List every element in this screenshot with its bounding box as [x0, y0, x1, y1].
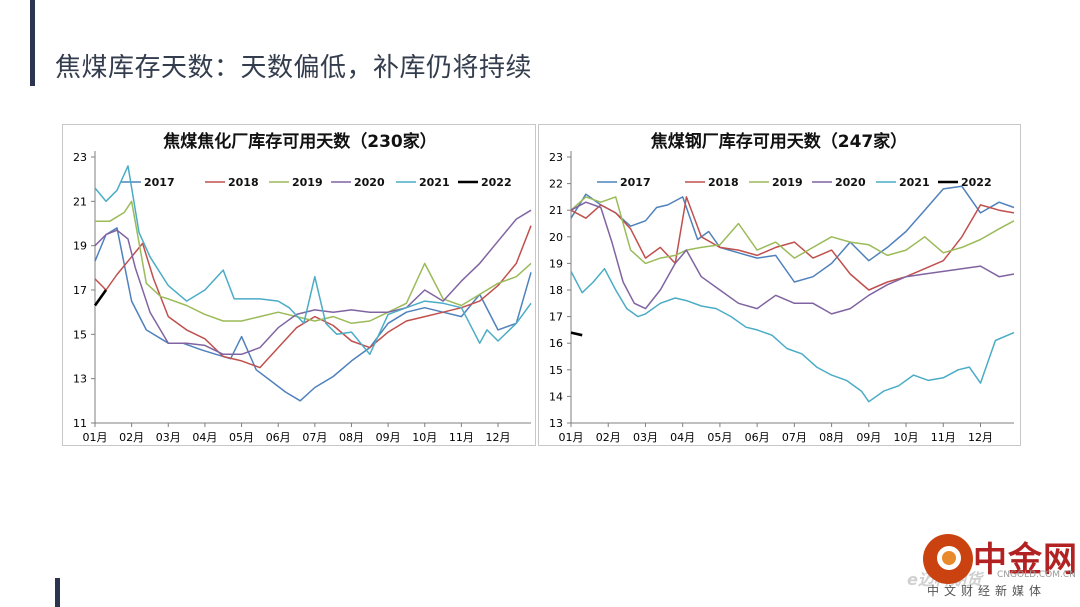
- legend-label-2020: 2020: [835, 176, 866, 189]
- y-tick-label: 19: [549, 257, 563, 270]
- y-tick-label: 17: [73, 284, 87, 297]
- x-tick-label: 12月: [486, 431, 511, 444]
- x-tick-label: 03月: [633, 431, 658, 444]
- x-tick-label: 09月: [856, 431, 881, 444]
- y-tick-label: 15: [73, 328, 87, 341]
- x-tick-label: 02月: [119, 431, 144, 444]
- legend-label-2017: 2017: [144, 176, 175, 189]
- x-tick-label: 01月: [559, 431, 584, 444]
- legend-label-2019: 2019: [292, 176, 323, 189]
- x-tick-label: 08月: [819, 431, 844, 444]
- series-line-2020: [94, 209, 532, 356]
- x-tick-label: 10月: [894, 431, 919, 444]
- x-tick-label: 09月: [376, 431, 401, 444]
- series-line-2020: [570, 201, 1015, 315]
- watermark-logo-icon: [923, 534, 973, 584]
- chart-steel-mill-days: 焦煤钢厂库存可用天数（247家）131415161718192021222301…: [549, 131, 1015, 444]
- x-tick-label: 05月: [707, 431, 732, 444]
- x-tick-label: 02月: [596, 431, 621, 444]
- y-tick-label: 21: [549, 204, 563, 217]
- y-tick-label: 13: [73, 373, 87, 386]
- x-tick-label: 07月: [302, 431, 327, 444]
- x-tick-label: 05月: [229, 431, 254, 444]
- y-tick-label: 17: [549, 311, 563, 324]
- series-line-2022: [93, 289, 108, 307]
- x-tick-label: 04月: [192, 431, 217, 444]
- y-tick-label: 23: [73, 151, 87, 164]
- legend-label-2022: 2022: [961, 176, 992, 189]
- chart-coking-plant-days: 焦煤焦化厂库存可用天数（230家） 11 13 15 17 19 21 23 01月 02月 03月…: [73, 131, 532, 444]
- x-tick-label: 11月: [449, 431, 474, 444]
- title-accent-bar: [30, 0, 35, 86]
- series-line-2017: [94, 227, 532, 402]
- series-line-2018: [94, 225, 532, 369]
- series-line-2018: [570, 196, 1015, 291]
- page-title: 焦煤库存天数：天数偏低，补库仍将持续: [55, 53, 533, 83]
- x-tick-label: 06月: [745, 431, 770, 444]
- chart-title: 焦煤焦化厂库存可用天数（230家）: [162, 131, 437, 152]
- chart-panel-steel-mills: 焦煤钢厂库存可用天数（247家） 13 14 15 16 17 18 19 20 21 22 23 01…: [538, 124, 1021, 446]
- x-tick-label: 07月: [782, 431, 807, 444]
- y-tick-label: 22: [549, 178, 563, 191]
- chart-panel-coking-plants: 焦煤焦化厂库存可用天数（230家） 11 13 15 17 19 21 23 01月 02月 03月…: [62, 124, 536, 446]
- legend-label-2020: 2020: [354, 176, 385, 189]
- legend-label-2018: 2018: [228, 176, 259, 189]
- x-tick-label: 06月: [266, 431, 291, 444]
- legend-label-2021: 2021: [419, 176, 450, 189]
- bottom-accent-bar: [55, 578, 60, 607]
- watermark-name: 中金网: [973, 540, 1078, 580]
- x-tick-label: 10月: [412, 431, 437, 444]
- series-line-2021: [570, 267, 1015, 403]
- x-tick-label: 12月: [968, 431, 993, 444]
- y-tick-label: 21: [73, 195, 87, 208]
- watermark-subtitle: 中文财经新媒体: [927, 584, 1047, 598]
- legend-label-2021: 2021: [899, 176, 930, 189]
- legend-label-2022: 2022: [481, 176, 512, 189]
- watermark: e迈科期货 中金网 CNGOLD.COM.CN 中文财经新媒体: [905, 532, 1078, 602]
- y-tick-label: 14: [549, 390, 563, 403]
- chart-title: 焦煤钢厂库存可用天数（247家）: [650, 131, 908, 152]
- series-line-2019: [570, 196, 1015, 265]
- series-line-2017: [570, 185, 1015, 283]
- y-tick-label: 15: [549, 364, 563, 377]
- y-tick-label: 20: [549, 231, 563, 244]
- x-tick-label: 03月: [156, 431, 181, 444]
- series-line-2022: [570, 331, 583, 337]
- y-tick-label: 23: [549, 151, 563, 164]
- y-tick-label: 18: [549, 284, 563, 297]
- y-tick-label: 13: [549, 417, 563, 430]
- y-tick-label: 16: [549, 337, 563, 350]
- legend-label-2017: 2017: [620, 176, 651, 189]
- x-tick-label: 04月: [670, 431, 695, 444]
- legend-label-2019: 2019: [772, 176, 803, 189]
- y-tick-label: 19: [73, 240, 87, 253]
- x-tick-label: 11月: [931, 431, 956, 444]
- series-line-2021: [94, 165, 532, 356]
- watermark-url: CNGOLD.COM.CN: [997, 570, 1076, 580]
- x-tick-label: 01月: [83, 431, 108, 444]
- x-tick-label: 08月: [339, 431, 364, 444]
- series-line-2019: [95, 200, 532, 325]
- legend-label-2018: 2018: [708, 176, 739, 189]
- y-tick-label: 11: [73, 417, 87, 430]
